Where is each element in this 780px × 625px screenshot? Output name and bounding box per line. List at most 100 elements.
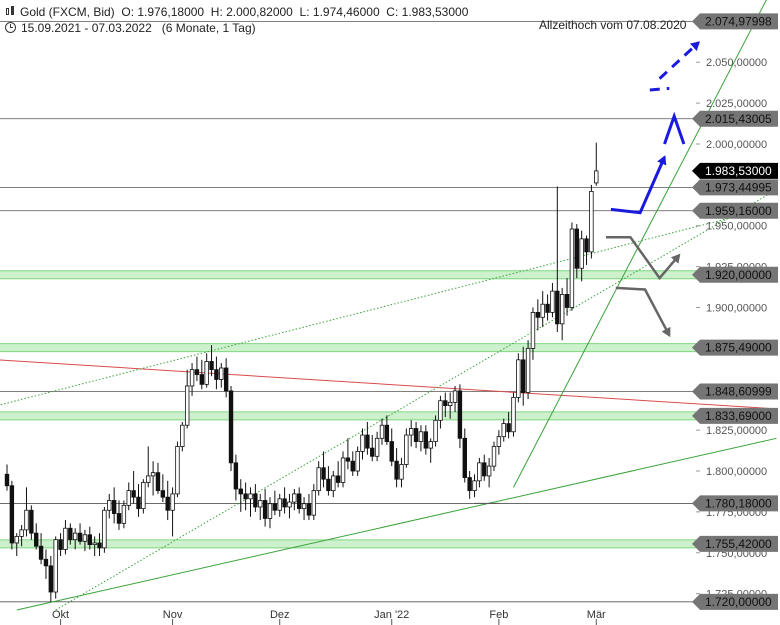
candle-body-down	[131, 490, 136, 498]
candle-body-up	[189, 369, 195, 387]
candle	[467, 471, 472, 499]
candle-body-up	[316, 467, 321, 492]
candle-body-up	[277, 498, 282, 511]
candle	[423, 425, 429, 455]
candle-body-down	[521, 359, 526, 393]
level-tag-bg	[692, 407, 778, 424]
candle	[92, 536, 97, 557]
candle-body-down	[243, 493, 248, 500]
last-price-text: 1.983,53000	[705, 164, 772, 178]
level-tag[interactable]: 2.074,97998	[692, 13, 778, 30]
y-tick-label: 2.050,00000	[706, 57, 767, 69]
level-tag[interactable]: 1.959,16000	[692, 202, 778, 219]
open-value: 1.976,18000	[137, 5, 205, 19]
level-tag[interactable]: 1.920,00000	[692, 266, 778, 283]
candle-body-down	[467, 477, 472, 492]
candle-body-up	[477, 462, 482, 482]
candle-body-down	[238, 488, 243, 495]
candle-body-up	[447, 401, 453, 407]
level-tag-text: 1.833,69000	[705, 409, 772, 423]
candle-body-up	[559, 294, 565, 325]
candle	[43, 549, 49, 579]
level-tag-text: 2.074,97998	[705, 14, 772, 28]
level-tag[interactable]: 1.848,60999	[692, 383, 778, 400]
candle-body-down	[29, 509, 34, 534]
level-tag[interactable]: 1.780,18000	[692, 495, 778, 512]
candle	[228, 385, 234, 472]
candle-body-up	[433, 419, 438, 442]
candle-body-down	[335, 475, 341, 483]
candle-body-up	[107, 500, 112, 511]
level-tag-text: 1.959,16000	[705, 204, 772, 218]
candle-body-down	[34, 532, 39, 547]
candle-body-down	[262, 500, 268, 519]
level-tag[interactable]: 1.755,42000	[692, 535, 778, 552]
candle	[340, 451, 346, 488]
candle	[545, 294, 550, 321]
candle-body-down	[68, 527, 73, 541]
level-tag-bg	[692, 202, 778, 219]
candle	[29, 505, 34, 540]
candle-body-down	[574, 228, 579, 269]
candle-body-down	[457, 390, 463, 439]
scenario-arrow	[615, 286, 671, 338]
support-zone	[0, 343, 700, 352]
level-tag[interactable]: 1.875,49000	[692, 339, 778, 356]
candle-body-up	[486, 465, 492, 477]
level-tag-text: 1.920,00000	[705, 268, 772, 282]
candle	[525, 340, 531, 400]
candle-body-down	[214, 369, 219, 380]
candle-body-down	[306, 503, 312, 516]
candle-body-down	[77, 532, 83, 542]
candle-body-up	[540, 303, 545, 318]
level-tag[interactable]: 1.833,69000	[692, 407, 778, 424]
candle-body-up	[121, 504, 127, 524]
candle	[447, 392, 453, 419]
candle	[19, 524, 24, 547]
candle	[82, 529, 88, 552]
candle	[180, 421, 185, 452]
candle-body-up	[569, 228, 575, 308]
candle	[409, 420, 414, 447]
candle	[87, 526, 92, 550]
level-tag[interactable]: 2.015,43005	[692, 110, 778, 127]
candle	[443, 392, 448, 418]
candle-body-up	[340, 457, 346, 483]
candle-body-down	[282, 498, 287, 508]
candle-body-up	[204, 361, 209, 385]
candle-body-down	[87, 534, 92, 545]
level-tag-bg	[692, 593, 778, 610]
candle-body-down	[97, 542, 102, 549]
candle	[48, 556, 54, 602]
candle	[530, 307, 536, 360]
candle-body-down	[155, 472, 161, 492]
candle-body-down	[43, 558, 49, 567]
candle	[506, 412, 511, 439]
instrument-name: Gold (FXCM, Bid)	[20, 5, 115, 19]
candle-body-up	[180, 424, 185, 447]
candle	[58, 533, 63, 557]
candle-body-up	[331, 475, 336, 492]
candle-body-up	[301, 503, 307, 510]
level-tag-bg	[692, 13, 778, 30]
candle-body-down	[296, 493, 302, 510]
candle-body-down	[545, 303, 550, 313]
candle	[389, 428, 394, 467]
candle-body-up	[311, 490, 317, 516]
level-tag[interactable]: 1.720,00000	[692, 593, 778, 610]
candle	[102, 506, 107, 553]
last-price-tag[interactable]: 1.983,53000	[692, 162, 778, 179]
candle	[233, 454, 239, 501]
candle-body-up	[72, 532, 78, 541]
candle-body-up	[63, 527, 68, 550]
candle-body-up	[379, 424, 385, 439]
ath-annotation: Allzeithoch vom 07.08.2020	[539, 18, 687, 32]
candle	[160, 474, 166, 503]
candle-body-up	[175, 446, 180, 495]
level-tag[interactable]: 1.973,44995	[692, 179, 778, 196]
y-tick-label: 1.950,00000	[706, 221, 767, 233]
candle-body-up	[170, 493, 175, 511]
clock-icon	[5, 22, 16, 33]
